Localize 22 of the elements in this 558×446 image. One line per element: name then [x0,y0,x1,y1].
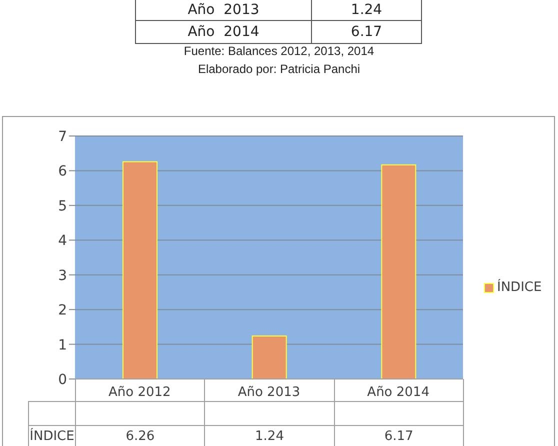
y-tick-label: 3 [58,268,67,284]
data-label: 6.26 [75,425,206,446]
x-tick-label: Año 2014 [367,385,430,400]
y-tick-label: 4 [58,233,68,250]
y-tick-label: 5 [58,198,67,214]
y-tick-label: 0 [58,372,67,388]
legend-label: ÍNDICE [497,280,542,295]
x-tick-label: Año 2012 [108,385,171,400]
data-label: 1.24 [204,425,335,446]
source-note: Fuente: Balances 2012, 2013, 2014 [182,44,376,58]
data-label: 6.17 [334,425,464,446]
text: Año 2013 [136,0,312,20]
x-tick-label: Año 2013 [238,385,300,400]
y-tick-label: 1 [58,337,67,354]
text: ÍNDICE [30,429,74,444]
text: 6.17 [350,23,384,42]
text: Año 2014 [136,21,312,43]
y-tick-label: 7 [58,128,67,145]
text: Elaborado por: Patricia Panchi [196,62,362,76]
y-tick-label: 2 [58,302,67,319]
y-tick-label: 6 [58,164,68,180]
text: 1.24 [350,0,384,20]
